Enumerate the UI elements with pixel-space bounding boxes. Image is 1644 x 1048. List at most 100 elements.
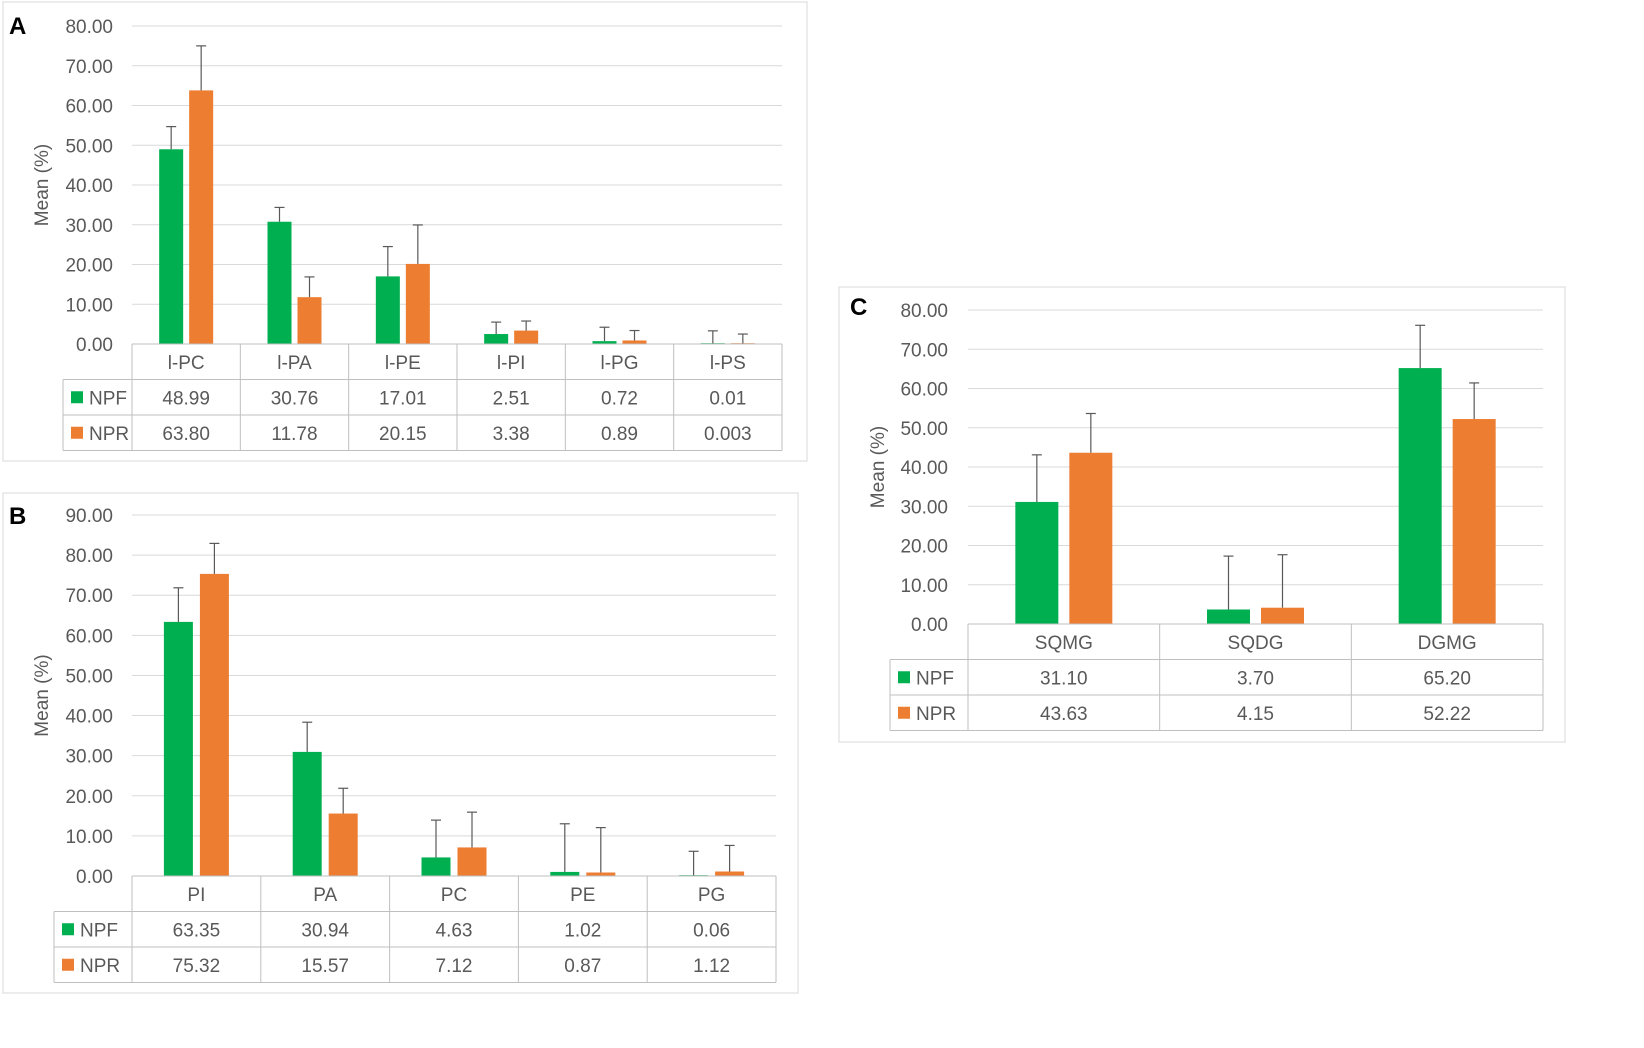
data-label: 1.02 bbox=[564, 920, 601, 941]
legend-label-npf: NPF bbox=[89, 388, 127, 409]
y-tick-label: 40.00 bbox=[65, 707, 113, 728]
data-label: 63.35 bbox=[173, 920, 221, 941]
bar-npr-pa bbox=[328, 813, 358, 876]
panel-a-letter: A bbox=[9, 13, 26, 40]
x-tick-label: l-PA bbox=[277, 353, 312, 374]
bar-npr-sqdg bbox=[1261, 607, 1304, 624]
x-tick-label: l-PI bbox=[497, 353, 526, 374]
y-tick-label: 0.00 bbox=[76, 335, 113, 356]
y-tick-label: 30.00 bbox=[65, 747, 113, 768]
y-tick-label: 80.00 bbox=[900, 301, 948, 322]
data-label: 3.70 bbox=[1237, 668, 1274, 689]
data-label: 4.63 bbox=[436, 920, 473, 941]
bar-npr-pi bbox=[199, 573, 229, 876]
y-tick-label: 10.00 bbox=[900, 576, 948, 597]
x-tick-label: l-PS bbox=[710, 353, 746, 374]
x-tick-label: PE bbox=[570, 885, 595, 906]
bar-npr-l-pg bbox=[622, 340, 647, 344]
legend-label-npf: NPF bbox=[80, 920, 118, 941]
bar-npr-l-pe bbox=[405, 263, 430, 344]
panel-a-frame bbox=[2, 1, 808, 462]
y-tick-label: 10.00 bbox=[65, 295, 113, 316]
legend-label-npr: NPR bbox=[80, 956, 120, 977]
data-label: 1.12 bbox=[693, 956, 730, 977]
legend-key-npr bbox=[62, 958, 74, 971]
data-label: 0.87 bbox=[564, 956, 601, 977]
x-tick-label: l-PC bbox=[168, 353, 205, 374]
x-tick-label: PI bbox=[187, 885, 205, 906]
legend-key-npf bbox=[898, 671, 910, 684]
y-axis-label: Mean (%) bbox=[868, 426, 889, 508]
y-tick-label: 40.00 bbox=[900, 458, 948, 479]
bar-npf-sqmg bbox=[1015, 501, 1059, 624]
chart-c: 0.00 10.00 20.00 30.00 40.00 50.00 60.00 70.00 8… bbox=[868, 301, 1544, 731]
bar-npf-l-pa bbox=[267, 221, 292, 344]
bar-npr-dgmg bbox=[1452, 419, 1496, 624]
y-tick-label: 0.00 bbox=[76, 867, 113, 888]
bar-npr-sqmg bbox=[1069, 452, 1113, 624]
x-tick-label: l-PG bbox=[601, 353, 639, 374]
bar-npf-pa bbox=[292, 751, 322, 876]
data-label: 11.78 bbox=[271, 424, 317, 445]
y-tick-label: 30.00 bbox=[65, 216, 113, 237]
x-tick-label: SQMG bbox=[1035, 633, 1093, 654]
data-label: 3.38 bbox=[493, 424, 530, 445]
y-tick-label: 0.00 bbox=[911, 615, 948, 636]
data-label: 63.80 bbox=[162, 424, 210, 445]
y-tick-label: 80.00 bbox=[65, 546, 113, 567]
y-tick-label: 20.00 bbox=[65, 787, 113, 808]
x-tick-label: SQDG bbox=[1228, 633, 1284, 654]
data-label: 0.003 bbox=[704, 424, 752, 445]
y-axis-label: Mean (%) bbox=[32, 654, 53, 736]
data-label: 65.20 bbox=[1423, 668, 1471, 689]
data-label: 0.06 bbox=[693, 920, 730, 941]
data-label: 52.22 bbox=[1423, 704, 1471, 725]
x-tick-label: PC bbox=[441, 885, 467, 906]
y-tick-label: 70.00 bbox=[900, 340, 948, 361]
bar-npr-l-pi bbox=[514, 330, 539, 344]
bar-npf-l-pi bbox=[484, 334, 509, 344]
bar-npf-l-pg bbox=[592, 341, 617, 344]
bar-npr-l-pc bbox=[189, 90, 214, 345]
bar-npf-l-pc bbox=[159, 149, 184, 344]
x-tick-label: PG bbox=[698, 885, 725, 906]
data-label: 30.76 bbox=[271, 388, 319, 409]
legend-label-npr: NPR bbox=[916, 704, 956, 725]
x-tick-label: l-PE bbox=[385, 353, 421, 374]
data-label: 20.15 bbox=[379, 424, 427, 445]
bar-npf-l-pe bbox=[375, 276, 400, 344]
chart-a: 0.00 10.00 20.00 30.00 40.00 50.00 60.00 70.00 8… bbox=[32, 17, 783, 451]
x-tick-label: PA bbox=[313, 885, 337, 906]
y-tick-label: 20.00 bbox=[900, 537, 948, 558]
bar-npr-pe bbox=[586, 872, 616, 876]
panel-b-frame bbox=[2, 492, 799, 994]
data-label: 0.72 bbox=[601, 388, 638, 409]
y-tick-label: 60.00 bbox=[65, 626, 113, 647]
y-tick-label: 60.00 bbox=[900, 380, 948, 401]
bar-npf-pc bbox=[421, 857, 451, 876]
y-tick-label: 50.00 bbox=[65, 666, 113, 687]
panel-b-letter: B bbox=[9, 503, 26, 530]
y-tick-label: 80.00 bbox=[65, 17, 113, 38]
bar-npr-pc bbox=[457, 847, 487, 876]
panel-c-letter: C bbox=[850, 294, 867, 321]
legend-label-npr: NPR bbox=[89, 424, 129, 445]
bar-npf-pi bbox=[163, 621, 193, 876]
data-label: 7.12 bbox=[436, 956, 473, 977]
y-tick-label: 50.00 bbox=[65, 136, 113, 157]
y-tick-label: 20.00 bbox=[65, 256, 113, 277]
data-label: 30.94 bbox=[301, 920, 349, 941]
y-tick-label: 70.00 bbox=[65, 586, 113, 607]
chart-b: 0.00 10.00 20.00 30.00 40.00 50.00 60.00 70.00 8… bbox=[32, 506, 777, 983]
y-tick-label: 30.00 bbox=[900, 497, 948, 518]
data-label: 43.63 bbox=[1040, 704, 1088, 725]
legend-key-npf bbox=[62, 923, 74, 936]
data-label: 17.01 bbox=[379, 388, 427, 409]
data-label: 48.99 bbox=[162, 388, 210, 409]
y-axis-label: Mean (%) bbox=[32, 144, 53, 226]
legend-key-npr bbox=[898, 706, 910, 719]
data-label: 4.15 bbox=[1237, 704, 1274, 725]
y-tick-label: 50.00 bbox=[900, 419, 948, 440]
y-tick-label: 70.00 bbox=[65, 57, 113, 78]
